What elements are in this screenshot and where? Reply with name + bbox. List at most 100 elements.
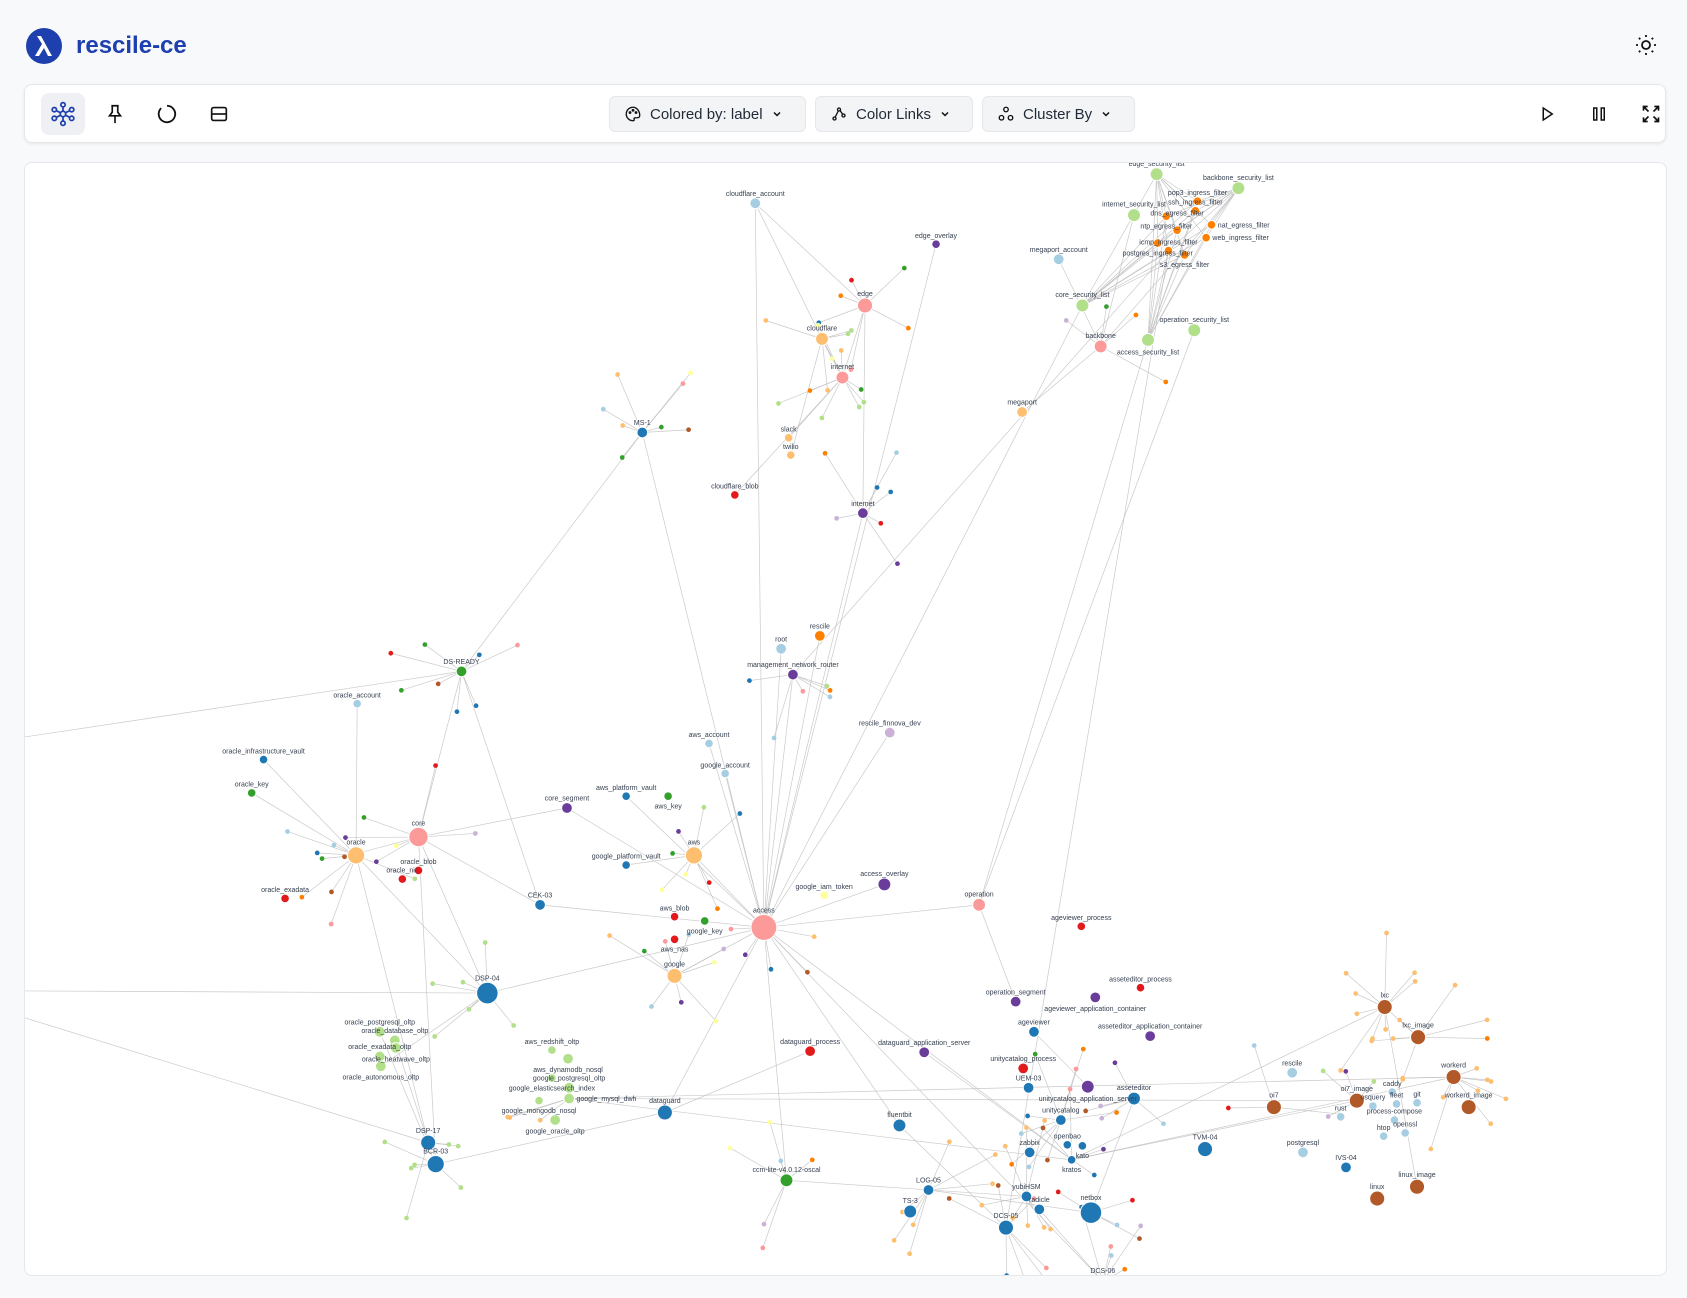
- graph-leaf-node[interactable]: [678, 999, 684, 1005]
- graph-node[interactable]: [1378, 1131, 1389, 1141]
- graph-node[interactable]: [1192, 196, 1203, 206]
- graph-node[interactable]: [892, 1118, 907, 1133]
- graph-leaf-node[interactable]: [686, 427, 691, 433]
- graph-leaf-node[interactable]: [1080, 1046, 1086, 1052]
- graph-node[interactable]: [547, 1073, 557, 1083]
- graph-leaf-node[interactable]: [433, 763, 438, 768]
- graph-leaf-node[interactable]: [778, 1158, 784, 1164]
- graph-node[interactable]: [1460, 1099, 1477, 1116]
- graph-leaf-node[interactable]: [1353, 991, 1358, 996]
- graph-leaf-node[interactable]: [446, 1142, 452, 1147]
- graph-node[interactable]: [534, 1095, 544, 1106]
- graph-leaf-node[interactable]: [910, 1222, 916, 1228]
- graph-leaf-node[interactable]: [1475, 1088, 1481, 1094]
- graph-leaf-node[interactable]: [1114, 1110, 1119, 1115]
- graph-leaf-node[interactable]: [688, 370, 693, 376]
- graph-node[interactable]: [663, 791, 673, 801]
- graph-leaf-node[interactable]: [849, 328, 854, 333]
- graph-node[interactable]: [1265, 1099, 1282, 1116]
- graph-leaf-node[interactable]: [856, 404, 862, 410]
- graph-leaf-node[interactable]: [995, 1183, 1001, 1188]
- graph-leaf-node[interactable]: [466, 1007, 472, 1012]
- graph-node[interactable]: [699, 916, 710, 926]
- graph-node[interactable]: [1387, 1087, 1398, 1097]
- graph-leaf-node[interactable]: [1135, 1275, 1140, 1276]
- theme-toggle-button[interactable]: [1631, 30, 1661, 60]
- graph-leaf-node[interactable]: [511, 1023, 517, 1028]
- graph-leaf-node[interactable]: [706, 880, 712, 885]
- graph-leaf-node[interactable]: [686, 932, 692, 937]
- graph-leaf-node[interactable]: [715, 906, 720, 912]
- graph-leaf-node[interactable]: [992, 1152, 998, 1158]
- graph-leaf-node[interactable]: [432, 1034, 438, 1039]
- graph-node[interactable]: [1096, 1274, 1109, 1276]
- graph-leaf-node[interactable]: [807, 388, 813, 393]
- graph-leaf-node[interactable]: [809, 1157, 815, 1163]
- graph-node[interactable]: [1054, 1114, 1067, 1126]
- graph-leaf-node[interactable]: [760, 1245, 766, 1251]
- graph-node[interactable]: [1179, 250, 1190, 260]
- graph-node[interactable]: [1009, 995, 1022, 1008]
- graph-leaf-node[interactable]: [761, 1221, 767, 1227]
- graph-node[interactable]: [1376, 999, 1393, 1016]
- graph-node[interactable]: [549, 1114, 562, 1126]
- graph-leaf-node[interactable]: [1343, 970, 1349, 976]
- graph-leaf-node[interactable]: [1083, 1108, 1089, 1114]
- graph-node[interactable]: [1410, 1029, 1427, 1046]
- graph-leaf-node[interactable]: [408, 1165, 414, 1171]
- graph-node[interactable]: [1348, 1092, 1365, 1109]
- graph-leaf-node[interactable]: [1452, 982, 1458, 988]
- graph-node[interactable]: [1335, 1112, 1346, 1122]
- graph-node[interactable]: [1028, 1025, 1040, 1038]
- graph-leaf-node[interactable]: [728, 926, 734, 932]
- graph-leaf-node[interactable]: [849, 277, 854, 283]
- graph-node[interactable]: [1127, 208, 1141, 223]
- graph-leaf-node[interactable]: [1040, 1125, 1046, 1131]
- graph-node[interactable]: [749, 197, 762, 210]
- graph-leaf-node[interactable]: [838, 293, 844, 299]
- graph-node[interactable]: [1089, 991, 1102, 1004]
- graph-node[interactable]: [1369, 1190, 1386, 1207]
- graph-node[interactable]: [621, 860, 631, 870]
- graph-leaf-node[interactable]: [373, 859, 379, 865]
- graph-leaf-node[interactable]: [1369, 1038, 1375, 1044]
- graph-leaf-node[interactable]: [1042, 1118, 1047, 1123]
- graph-leaf-node[interactable]: [537, 1117, 543, 1123]
- graph-node[interactable]: [883, 726, 896, 739]
- graph-leaf-node[interactable]: [1161, 1121, 1166, 1127]
- graph-node[interactable]: [1408, 1178, 1426, 1195]
- graph-node[interactable]: [476, 981, 499, 1005]
- graph-leaf-node[interactable]: [1099, 1115, 1105, 1121]
- graph-node[interactable]: [621, 791, 631, 801]
- graph-node[interactable]: [918, 1046, 931, 1059]
- graph-node[interactable]: [408, 826, 429, 848]
- graph-leaf-node[interactable]: [811, 934, 817, 940]
- graph-leaf-node[interactable]: [472, 831, 478, 836]
- graph-leaf-node[interactable]: [1010, 1215, 1016, 1221]
- graph-node[interactable]: [1297, 1146, 1309, 1159]
- pin-button[interactable]: [93, 93, 137, 135]
- graph-node[interactable]: [1286, 1066, 1299, 1079]
- graph-leaf-node[interactable]: [412, 1162, 417, 1168]
- graph-leaf-node[interactable]: [412, 876, 418, 882]
- graph-leaf-node[interactable]: [1343, 1068, 1349, 1074]
- graph-node[interactable]: [684, 846, 704, 865]
- graph-leaf-node[interactable]: [858, 387, 864, 392]
- graph-leaf-node[interactable]: [834, 515, 839, 521]
- graph-leaf-node[interactable]: [768, 966, 774, 972]
- graph-leaf-node[interactable]: [1412, 970, 1417, 976]
- graph-node[interactable]: [1022, 1081, 1035, 1094]
- graph-leaf-node[interactable]: [1122, 1266, 1128, 1272]
- graph-leaf-node[interactable]: [676, 829, 681, 834]
- graph-leaf-node[interactable]: [907, 1251, 912, 1257]
- graph-leaf-node[interactable]: [476, 652, 482, 658]
- graph-leaf-node[interactable]: [990, 1181, 995, 1187]
- graph-leaf-node[interactable]: [314, 850, 320, 856]
- graph-node[interactable]: [877, 877, 892, 892]
- graph-leaf-node[interactable]: [822, 450, 828, 456]
- graph-leaf-node[interactable]: [619, 455, 625, 460]
- graph-node[interactable]: [352, 698, 362, 709]
- graph-node[interactable]: [804, 1045, 817, 1058]
- graph-leaf-node[interactable]: [398, 687, 404, 693]
- graph-leaf-node[interactable]: [1383, 1027, 1388, 1032]
